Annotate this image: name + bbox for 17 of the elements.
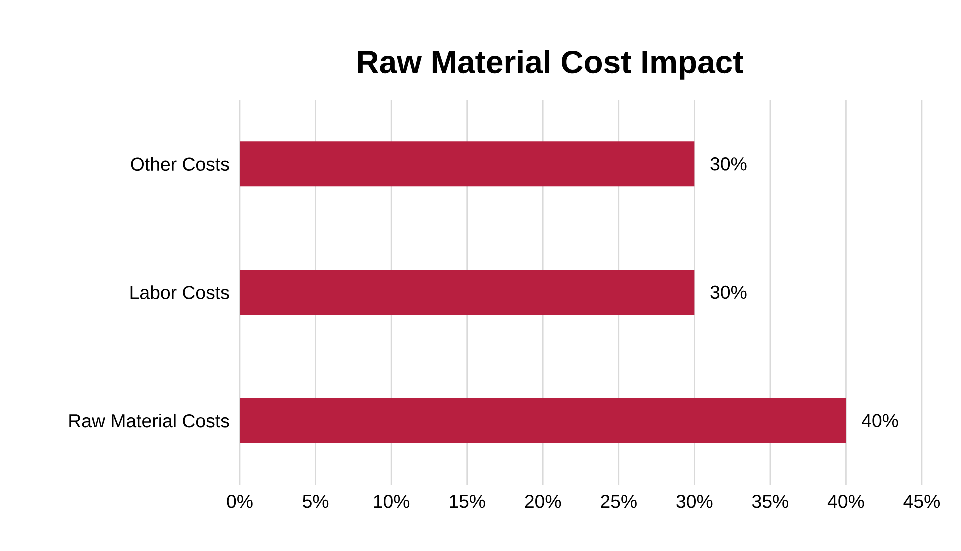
x-tick-label: 40%	[828, 495, 864, 508]
x-tick-label: 35%	[752, 495, 788, 508]
data-label: 30%	[710, 158, 747, 171]
y-tick-label: Other Costs	[131, 157, 230, 172]
x-tick-label: 30%	[676, 495, 713, 508]
data-label: 30%	[710, 286, 747, 300]
y-tick-label: Raw Material Costs	[70, 414, 230, 428]
y-tick-label: Labor Costs	[130, 286, 230, 300]
x-tick-label: 45%	[904, 495, 940, 508]
x-tick-label: 15%	[450, 495, 486, 508]
chart-title: Raw Material Cost Impact	[358, 50, 744, 80]
x-tick-label: 5%	[303, 495, 329, 508]
x-tick-label: 25%	[601, 495, 637, 508]
data-label: 40%	[862, 414, 898, 428]
x-tick-label: 10%	[374, 495, 410, 508]
x-tick-label: 20%	[525, 495, 562, 508]
x-tick-label: 0%	[227, 495, 253, 508]
